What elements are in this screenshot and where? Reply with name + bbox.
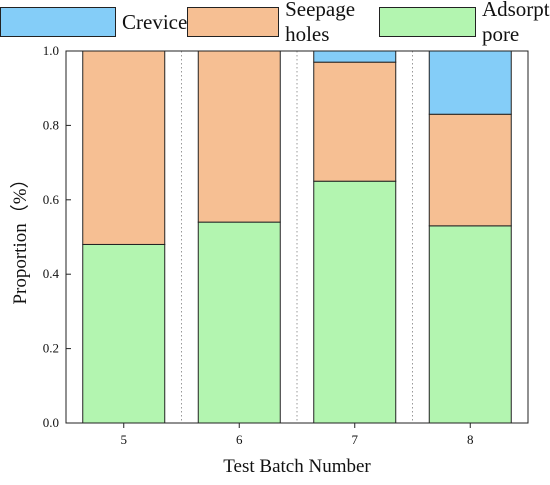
y-tick-label: 0.8 [43, 117, 59, 132]
bar-adsorption-pore-5 [82, 243, 166, 424]
legend-swatch-adsorption-pore [379, 7, 476, 37]
x-tick-label: 6 [236, 432, 243, 447]
legend-item-crevice: Crevice [0, 7, 187, 37]
x-tick-label: 5 [121, 432, 128, 447]
x-tick-label: 7 [352, 432, 359, 447]
x-axis-label: Test Batch Number [223, 456, 371, 477]
legend-swatch-seepage-holes [187, 7, 280, 37]
bar-adsorption-pore-6 [197, 221, 281, 424]
bar-crevice-8 [428, 50, 512, 115]
legend-item-seepage-holes: Seepage holes [187, 0, 379, 47]
legend-swatch-crevice [0, 7, 116, 37]
legend: Crevice Seepage holes Adsorption pore [0, 0, 550, 47]
y-axis-ticks: 0.0 0.2 0.4 0.6 0.8 1.0 [43, 43, 71, 430]
y-tick-label: 0.4 [43, 266, 60, 281]
y-tick-label: 0.2 [43, 341, 59, 356]
bar-seepage-holes-6 [197, 50, 281, 223]
y-tick-label: 0.0 [43, 415, 59, 430]
legend-label-seepage-holes: Seepage holes [285, 0, 356, 46]
bar-seepage-holes-8 [428, 113, 512, 227]
y-tick-label: 1.0 [43, 43, 59, 58]
bar-adsorption-pore-8 [428, 225, 512, 424]
y-tick-label: 0.6 [43, 192, 60, 207]
legend-label-crevice: Crevice [122, 9, 188, 34]
bars-layer [82, 50, 512, 424]
bar-seepage-holes-7 [313, 61, 397, 182]
bar-adsorption-pore-7 [313, 180, 397, 424]
bar-seepage-holes-5 [82, 50, 166, 245]
legend-item-adsorption-pore: Adsorption pore [379, 0, 550, 47]
legend-label-adsorption-pore: Adsorption pore [481, 0, 550, 46]
y-axis-label: Proportion（%） [9, 169, 31, 304]
bar-crevice-7 [313, 50, 397, 63]
x-tick-label: 8 [467, 432, 474, 447]
plot-area-frame [65, 50, 529, 424]
x-axis-ticks: 5 6 7 8 [121, 423, 474, 447]
